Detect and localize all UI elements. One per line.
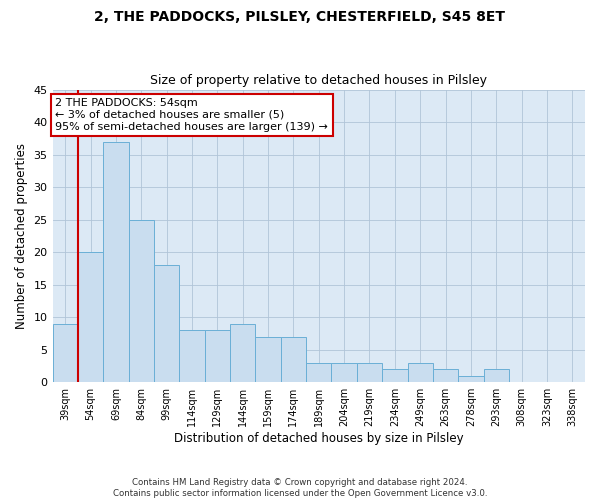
Bar xyxy=(357,362,382,382)
Bar xyxy=(78,252,103,382)
Bar xyxy=(128,220,154,382)
Bar xyxy=(205,330,230,382)
Bar xyxy=(179,330,205,382)
Text: Contains HM Land Registry data © Crown copyright and database right 2024.
Contai: Contains HM Land Registry data © Crown c… xyxy=(113,478,487,498)
Bar xyxy=(306,362,331,382)
Bar xyxy=(256,336,281,382)
Text: 2 THE PADDOCKS: 54sqm
← 3% of detached houses are smaller (5)
95% of semi-detach: 2 THE PADDOCKS: 54sqm ← 3% of detached h… xyxy=(55,98,328,132)
Text: 2, THE PADDOCKS, PILSLEY, CHESTERFIELD, S45 8ET: 2, THE PADDOCKS, PILSLEY, CHESTERFIELD, … xyxy=(95,10,505,24)
Bar xyxy=(484,369,509,382)
Bar xyxy=(53,324,78,382)
Title: Size of property relative to detached houses in Pilsley: Size of property relative to detached ho… xyxy=(150,74,487,87)
Bar xyxy=(458,376,484,382)
Bar xyxy=(433,369,458,382)
X-axis label: Distribution of detached houses by size in Pilsley: Distribution of detached houses by size … xyxy=(174,432,464,445)
Bar xyxy=(382,369,407,382)
Bar xyxy=(331,362,357,382)
Bar xyxy=(230,324,256,382)
Y-axis label: Number of detached properties: Number of detached properties xyxy=(15,143,28,329)
Bar xyxy=(407,362,433,382)
Bar xyxy=(281,336,306,382)
Bar xyxy=(154,265,179,382)
Bar xyxy=(103,142,128,382)
